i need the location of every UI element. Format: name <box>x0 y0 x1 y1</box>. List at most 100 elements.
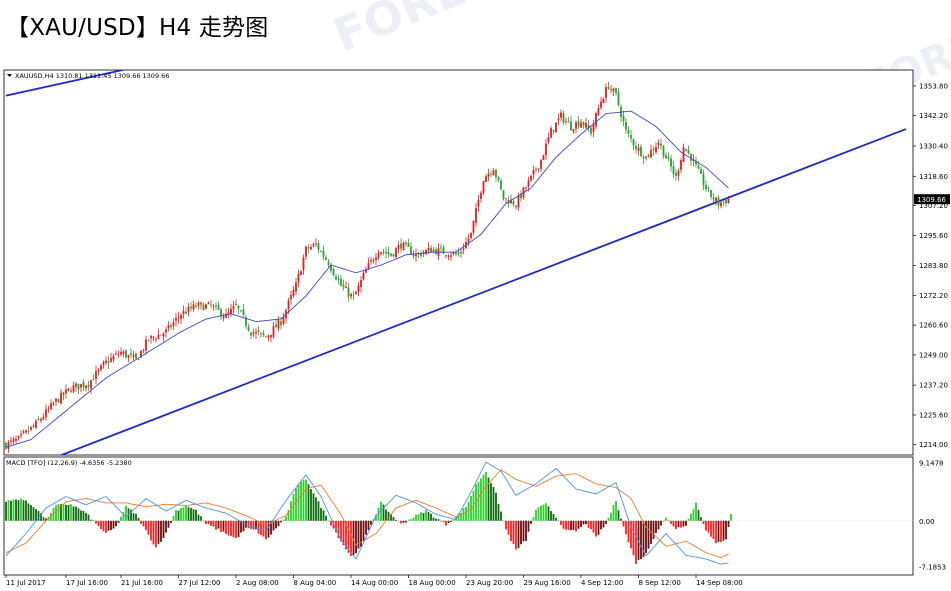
macd-histogram-bar <box>720 520 722 543</box>
candle-body <box>217 304 220 310</box>
macd-histogram-bar <box>277 520 280 527</box>
candle-body <box>637 147 640 151</box>
candle-body <box>47 408 50 410</box>
candle-body <box>155 338 157 340</box>
candle-body <box>117 354 120 356</box>
candle-body <box>255 331 257 334</box>
candle-body <box>230 308 232 314</box>
price-tick-label: 1342.20 <box>919 112 948 120</box>
macd-histogram-bar <box>20 498 22 521</box>
candle-body <box>142 350 145 351</box>
macd-histogram-bar <box>502 520 505 522</box>
macd-histogram-bar <box>532 517 535 521</box>
macd-histogram-bar <box>557 520 560 522</box>
macd-histogram-bar <box>715 520 717 544</box>
candle-body <box>395 248 397 258</box>
macd-histogram-bar <box>730 514 732 521</box>
macd-histogram-bar <box>630 520 632 549</box>
candle-body <box>130 353 132 355</box>
candle-body <box>87 384 90 387</box>
candle-body <box>50 403 52 410</box>
macd-histogram-bar <box>470 495 472 521</box>
candle-body <box>462 248 465 250</box>
macd-histogram-bar <box>207 520 210 525</box>
candle-body <box>132 354 135 357</box>
candle-body <box>497 176 500 180</box>
macd-histogram-bar <box>555 517 557 521</box>
macd-histogram-bar <box>345 520 347 550</box>
candle-body <box>645 156 647 159</box>
candle-body <box>640 146 642 157</box>
macd-histogram-bar <box>395 519 397 521</box>
macd-histogram-bar <box>692 509 695 521</box>
candle-body <box>260 332 262 334</box>
macd-histogram-bar <box>262 520 265 537</box>
candle-body <box>420 253 422 256</box>
macd-histogram-bar <box>550 511 552 521</box>
candle-body <box>105 360 107 364</box>
candle-body <box>582 121 585 126</box>
candle-body <box>455 252 457 254</box>
candle-body <box>725 199 727 204</box>
macd-histogram-bar <box>60 504 62 521</box>
macd-histogram-bar <box>142 520 145 527</box>
candle-body <box>430 247 432 253</box>
macd-histogram-bar <box>107 520 110 531</box>
candle-body <box>322 250 325 257</box>
candle-body <box>402 242 405 251</box>
macd-histogram-bar <box>182 507 185 521</box>
candle-body <box>532 169 535 175</box>
current-price-box <box>914 194 950 205</box>
macd-histogram-bar <box>597 520 600 535</box>
macd-histogram-bar <box>137 517 140 521</box>
candle-body <box>612 88 615 92</box>
macd-histogram-bar <box>482 474 485 521</box>
candle-body <box>517 195 520 208</box>
macd-histogram-bar <box>552 513 555 521</box>
candle-body <box>125 350 127 358</box>
macd-histogram-bar <box>285 516 287 521</box>
candle-body <box>42 416 45 420</box>
time-tick-label: 11 Jul 2017 <box>6 579 46 587</box>
macd-histogram-bar <box>222 520 225 532</box>
macd-histogram-bar <box>90 519 92 521</box>
macd-histogram-bar <box>535 509 537 521</box>
macd-histogram-bar <box>42 517 45 521</box>
candle-body <box>670 158 672 167</box>
macd-histogram-bar <box>215 520 217 530</box>
candle-body <box>340 278 342 286</box>
price-tick-label: 1214.00 <box>919 441 948 449</box>
candle-body <box>312 244 315 246</box>
candle-body <box>67 388 70 391</box>
macd-histogram-bar <box>82 510 85 521</box>
candle-body <box>727 198 730 204</box>
macd-histogram-bar <box>220 520 222 533</box>
macd-histogram-bar <box>415 514 417 521</box>
macd-histogram-bar <box>357 520 360 549</box>
price-pane-frame <box>3 69 914 456</box>
candle-body <box>380 252 382 254</box>
macd-histogram-bar <box>467 501 470 521</box>
macd-histogram-bar <box>662 520 665 522</box>
price-tick-label: 1283.80 <box>919 262 948 270</box>
candle-body <box>122 351 125 354</box>
candle-body <box>270 334 272 338</box>
candle-body <box>20 433 22 436</box>
candle-body <box>32 425 35 427</box>
macd-histogram-bar <box>505 520 507 530</box>
macd-histogram-bar <box>375 514 377 521</box>
price-tick-label: 1307.20 <box>919 202 948 210</box>
macd-histogram-bar <box>547 506 550 521</box>
candle-body <box>350 294 352 297</box>
macd-histogram-bar <box>330 520 332 526</box>
candle-body <box>30 426 32 430</box>
candle-body <box>195 305 197 307</box>
candle-body <box>177 317 180 319</box>
candle-body <box>310 246 312 250</box>
candle-body <box>5 443 7 449</box>
candle-body <box>717 197 720 206</box>
macd-histogram-bar <box>240 520 242 533</box>
candle-body <box>655 146 657 153</box>
macd-histogram-bar <box>427 512 430 521</box>
header-dropdown-icon <box>7 74 12 77</box>
